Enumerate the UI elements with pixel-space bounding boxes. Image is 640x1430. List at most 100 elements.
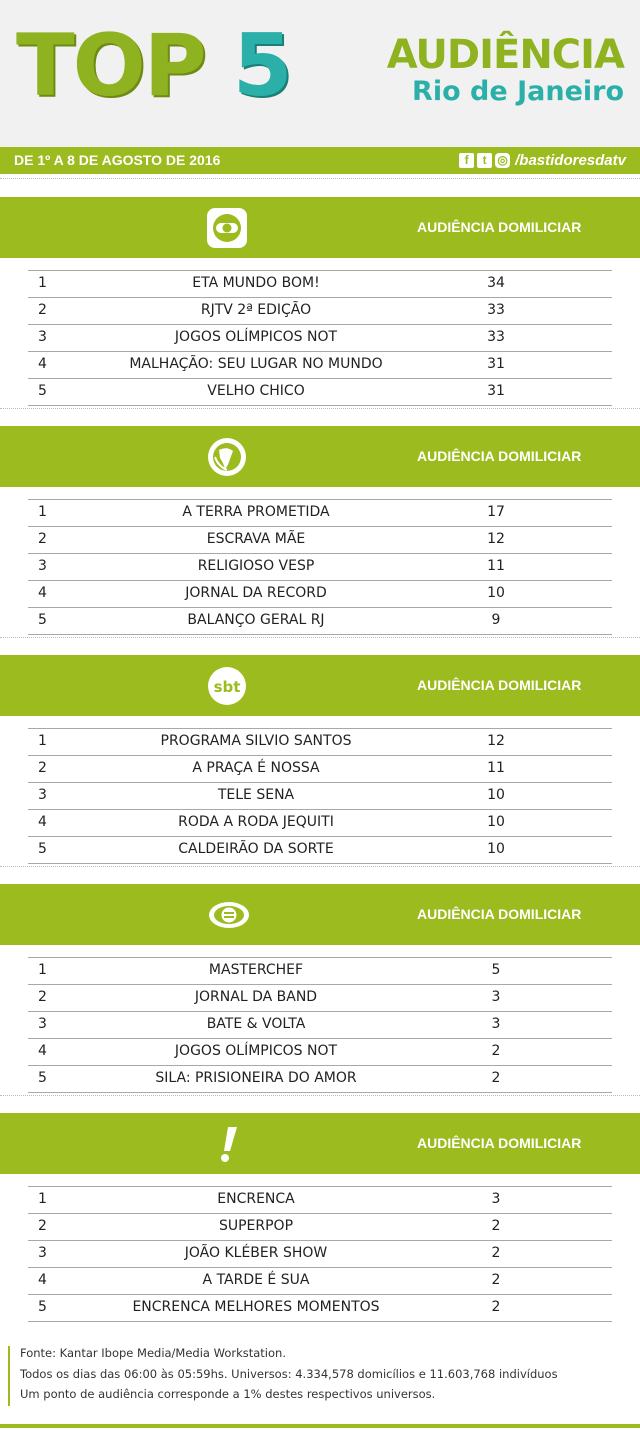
table-row: 1 ETA MUNDO BOM! 34 [28, 270, 612, 298]
audience-value: 31 [487, 383, 505, 399]
program-name: CALDEIRÃO DA SORTE [178, 841, 334, 857]
period-band: DE 1º A 8 DE AGOSTO DE 2016 f t ◎ /basti… [0, 147, 640, 174]
table-row: 5 CALDEIRÃO DA SORTE 10 [28, 837, 612, 864]
footer-source: Fonte: Kantar Ibope Media/Media Workstat… [20, 1346, 286, 1360]
table-row: 5 SILA: PRISIONEIRA DO AMOR 2 [28, 1066, 612, 1093]
table-row: 2 JORNAL DA BAND 3 [28, 985, 612, 1012]
header: TOP 5 AUDIÊNCIA Rio de Janeiro [0, 0, 640, 147]
five-number: 5 [232, 16, 293, 116]
twitter-icon[interactable]: t [477, 153, 493, 168]
table-row: 2 RJTV 2ª EDIÇÃO 33 [28, 298, 612, 325]
audience-value: 31 [487, 356, 505, 372]
rank: 5 [38, 612, 47, 628]
period-text: DE 1º A 8 DE AGOSTO DE 2016 [14, 152, 221, 168]
audience-value: 33 [487, 302, 505, 318]
sbt-logo-icon: sbt [208, 667, 246, 705]
program-name: SILA: PRISIONEIRA DO AMOR [155, 1070, 357, 1086]
rank: 5 [38, 841, 47, 857]
rank: 2 [38, 989, 47, 1005]
rank: 4 [38, 585, 47, 601]
audience-value: 33 [487, 329, 505, 345]
band-logo-icon [209, 902, 249, 928]
program-name: BALANÇO GERAL RJ [187, 612, 325, 628]
audience-value: 2 [491, 1218, 501, 1234]
rank: 1 [38, 733, 47, 749]
rank: 3 [38, 558, 47, 574]
ranking-table: 1 ETA MUNDO BOM! 34 2 RJTV 2ª EDIÇÃO 33 3 JOG… [0, 270, 640, 406]
divider [0, 408, 640, 409]
rank: 1 [38, 1191, 47, 1207]
section-header: sbt AUDIÊNCIA DOMILICIAR [0, 655, 640, 716]
section-header: AUDIÊNCIA DOMILICIAR [0, 1113, 640, 1174]
redetv-logo-icon [221, 1127, 237, 1162]
rank: 3 [38, 329, 47, 345]
globo-logo-icon [207, 208, 247, 248]
table-row: 5 ENCRENCA MELHORES MOMENTOS 2 [28, 1295, 612, 1322]
ranking-table: 1 MASTERCHEF 5 2 JORNAL DA BAND 3 3 BATE & VO… [0, 957, 640, 1093]
table-row: 5 BALANÇO GERAL RJ 9 [28, 608, 612, 635]
ranking-table: 1 PROGRAMA SILVIO SANTOS 12 2 A PRAÇA É NOS… [0, 728, 640, 864]
table-row: 1 ENCRENCA 3 [28, 1186, 612, 1214]
section-header: AUDIÊNCIA DOMILICIAR [0, 197, 640, 258]
program-name: BATE & VOLTA [206, 1016, 306, 1032]
audience-value: 17 [487, 504, 505, 520]
section-label: AUDIÊNCIA DOMILICIAR [417, 219, 582, 235]
social-handle[interactable]: /bastidoresdatv [515, 152, 626, 169]
ranking-table: 1 A TERRA PROMETIDA 17 2 ESCRAVA MÃE 12 3 REL… [0, 499, 640, 635]
audience-value: 11 [487, 558, 505, 574]
program-name: A TERRA PROMETIDA [182, 504, 330, 520]
program-name: A TARDE É SUA [202, 1272, 310, 1288]
rank: 1 [38, 504, 47, 520]
rank: 3 [38, 787, 47, 803]
divider [0, 866, 640, 867]
program-name: TELE SENA [217, 787, 295, 803]
section-label: AUDIÊNCIA DOMILICIAR [417, 1135, 582, 1151]
table-row: 4 JORNAL DA RECORD 10 [28, 581, 612, 608]
audience-value: 12 [487, 733, 505, 749]
program-name: SUPERPOP [218, 1218, 294, 1234]
audience-value: 2 [491, 1272, 501, 1288]
rank: 2 [38, 302, 47, 318]
audience-value: 3 [491, 1191, 501, 1207]
program-name: MASTERCHEF [208, 962, 304, 978]
program-name: MALHAÇÃO: SEU LUGAR NO MUNDO [129, 356, 383, 372]
section-sbt: sbt AUDIÊNCIA DOMILICIAR 1 PROGRAMA SILVI… [0, 655, 640, 864]
program-name: RJTV 2ª EDIÇÃO [200, 302, 312, 318]
section-label: AUDIÊNCIA DOMILICIAR [417, 448, 582, 464]
audience-value: 12 [487, 531, 505, 547]
table-row: 3 JOGOS OLÍMPICOS NOT 33 [28, 325, 612, 352]
audience-value: 2 [491, 1299, 501, 1315]
divider [0, 178, 640, 179]
program-name: ENCRENCA MELHORES MOMENTOS [132, 1299, 380, 1315]
section-redetv: AUDIÊNCIA DOMILICIAR 1 ENCRENCA 3 2 SUPERPO… [0, 1113, 640, 1322]
rank: 1 [38, 962, 47, 978]
program-name: VELHO CHICO [207, 383, 305, 399]
table-row: 3 TELE SENA 10 [28, 783, 612, 810]
audience-value: 9 [491, 612, 501, 628]
section-record: AUDIÊNCIA DOMILICIAR 1 A TERRA PROMETIDA 1… [0, 426, 640, 635]
table-row: 2 SUPERPOP 2 [28, 1214, 612, 1241]
rank: 2 [38, 1218, 47, 1234]
facebook-icon[interactable]: f [459, 153, 475, 168]
audience-value: 10 [487, 841, 505, 857]
program-name: JOÃO KLÉBER SHOW [184, 1245, 328, 1261]
table-row: 2 ESCRAVA MÃE 12 [28, 527, 612, 554]
social-links: f t ◎ /bastidoresdatv [459, 147, 626, 174]
divider [0, 637, 640, 638]
record-logo-icon [208, 438, 246, 476]
table-row: 3 JOÃO KLÉBER SHOW 2 [28, 1241, 612, 1268]
rank: 3 [38, 1245, 47, 1261]
section-label: AUDIÊNCIA DOMILICIAR [417, 906, 582, 922]
section-band: AUDIÊNCIA DOMILICIAR 1 MASTERCHEF 5 2 JORNA… [0, 884, 640, 1093]
table-row: 4 JOGOS OLÍMPICOS NOT 2 [28, 1039, 612, 1066]
program-name: JOGOS OLÍMPICOS NOT [174, 329, 338, 345]
table-row: 5 VELHO CHICO 31 [28, 379, 612, 406]
section-globo: AUDIÊNCIA DOMILICIAR 1 ETA MUNDO BOM! 34 2… [0, 197, 640, 406]
instagram-icon[interactable]: ◎ [495, 153, 511, 168]
city-label: Rio de Janeiro [412, 76, 624, 107]
audiencia-label: AUDIÊNCIA [386, 32, 625, 78]
svg-text:sbt: sbt [214, 678, 241, 696]
table-row: 3 RELIGIOSO VESP 11 [28, 554, 612, 581]
audience-title: AUDIÊNCIA Rio de Janeiro [386, 32, 625, 107]
program-name: ESCRAVA MÃE [206, 531, 306, 547]
